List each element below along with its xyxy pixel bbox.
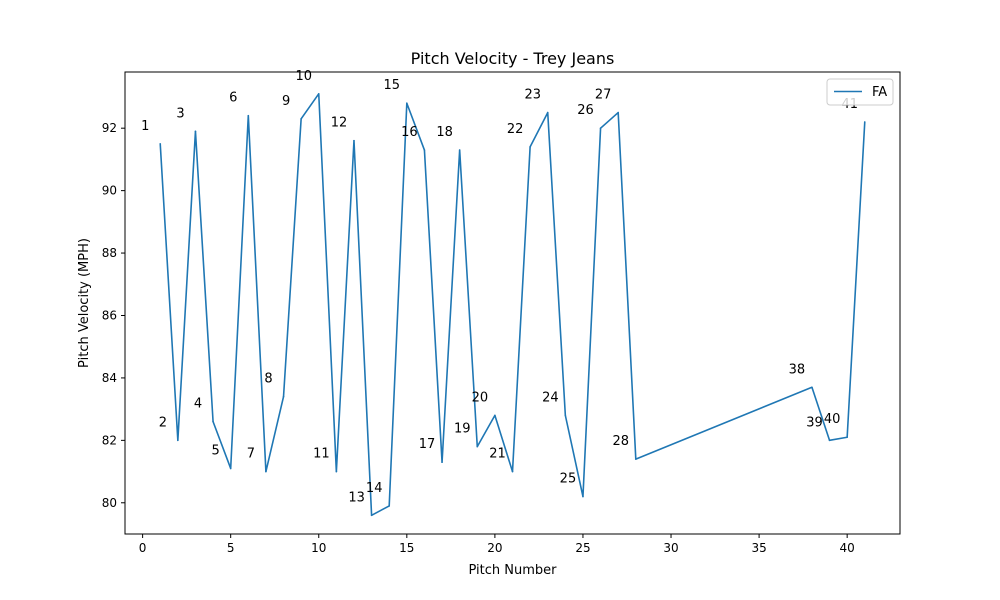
point-label: 3 xyxy=(176,106,184,121)
data-point xyxy=(388,505,391,507)
data-point xyxy=(441,461,443,464)
point-label: 26 xyxy=(577,103,594,118)
data-point xyxy=(317,93,320,95)
y-axis-label: Pitch Velocity (MPH) xyxy=(77,238,92,368)
point-label: 4 xyxy=(194,397,202,412)
point-label: 6 xyxy=(229,91,237,106)
point-label: 15 xyxy=(384,78,401,93)
data-point xyxy=(828,439,831,442)
data-point xyxy=(476,445,479,448)
data-point xyxy=(811,386,813,389)
point-label: 21 xyxy=(489,447,506,462)
data-point xyxy=(634,458,637,460)
y-tick-label: 88 xyxy=(102,246,117,260)
data-point xyxy=(599,127,602,129)
x-tick-label: 30 xyxy=(663,541,678,555)
x-tick-label: 0 xyxy=(139,541,147,555)
y-tick-label: 86 xyxy=(102,308,117,322)
legend: FA xyxy=(826,78,894,106)
x-axis-ticks: 0 5 10 15 20 25 30 35 40 xyxy=(139,534,855,555)
y-axis-ticks: 80 82 84 86 88 90 92 xyxy=(102,121,125,510)
data-point xyxy=(247,114,250,117)
point-label: 19 xyxy=(454,422,471,437)
data-point xyxy=(194,130,197,133)
point-label: 5 xyxy=(212,443,220,458)
y-tick-label: 82 xyxy=(102,433,117,447)
point-label: 17 xyxy=(419,437,436,452)
point-label: 20 xyxy=(472,390,489,405)
point-label: 11 xyxy=(313,447,330,462)
point-label: 12 xyxy=(331,116,348,131)
point-label: 8 xyxy=(264,372,272,387)
point-label: 38 xyxy=(789,362,806,377)
point-label: 14 xyxy=(366,481,383,496)
data-point xyxy=(159,142,162,145)
x-tick-label: 35 xyxy=(751,541,766,555)
data-point xyxy=(229,467,232,470)
point-label: 1 xyxy=(141,119,149,134)
series-line-fa xyxy=(159,93,866,517)
data-point xyxy=(529,146,531,148)
data-point xyxy=(494,414,496,417)
point-label: 9 xyxy=(282,94,290,109)
data-point xyxy=(546,111,549,114)
point-label: 23 xyxy=(524,88,541,103)
y-tick-label: 92 xyxy=(102,121,117,135)
x-tick-label: 40 xyxy=(840,541,855,555)
point-label: 7 xyxy=(247,447,255,462)
x-axis-label: Pitch Number xyxy=(468,563,557,578)
data-point xyxy=(300,118,302,120)
point-label: 2 xyxy=(159,415,167,430)
chart-title: Pitch Velocity - Trey Jeans xyxy=(411,49,615,68)
x-tick-label: 5 xyxy=(227,541,235,555)
x-tick-label: 10 xyxy=(311,541,326,555)
point-label: 40 xyxy=(824,412,841,427)
point-label: 24 xyxy=(542,390,559,405)
point-label: 10 xyxy=(295,69,312,84)
data-point xyxy=(423,149,426,151)
data-point xyxy=(335,470,338,473)
data-point xyxy=(265,470,267,473)
y-tick-label: 80 xyxy=(102,496,117,510)
x-tick-label: 25 xyxy=(575,541,590,555)
data-point xyxy=(177,439,179,442)
point-label: 25 xyxy=(560,472,577,487)
plot-frame xyxy=(124,71,901,535)
y-tick-label: 84 xyxy=(102,371,117,385)
data-point xyxy=(582,495,584,498)
data-point xyxy=(212,420,214,423)
data-point xyxy=(353,139,355,142)
data-point xyxy=(564,414,567,417)
point-label: 16 xyxy=(401,125,418,140)
data-point xyxy=(511,470,514,473)
series-layer xyxy=(159,93,866,517)
data-point xyxy=(370,514,373,517)
point-label: 39 xyxy=(806,415,823,430)
y-tick-label: 90 xyxy=(102,184,117,198)
data-point xyxy=(863,121,866,123)
data-point xyxy=(846,436,848,439)
point-label: 18 xyxy=(436,125,453,140)
x-tick-label: 20 xyxy=(487,541,502,555)
data-point xyxy=(458,149,461,151)
data-point xyxy=(282,395,285,398)
point-label: 13 xyxy=(348,490,365,505)
data-point xyxy=(406,102,408,105)
point-label: 22 xyxy=(507,122,524,137)
point-label: 28 xyxy=(613,434,630,449)
data-point xyxy=(617,111,619,114)
x-tick-label: 15 xyxy=(399,541,414,555)
point-label: 27 xyxy=(595,88,612,103)
legend-label-fa: FA xyxy=(872,85,887,100)
